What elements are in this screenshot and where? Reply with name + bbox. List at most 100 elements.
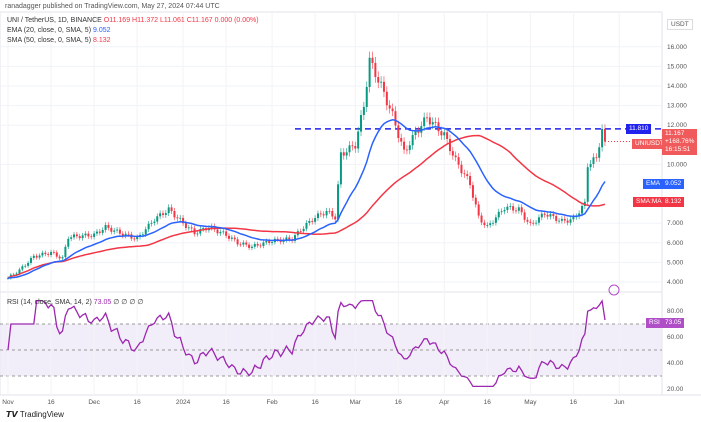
price-tick-label: 7.000	[667, 220, 684, 227]
candle-body	[403, 141, 406, 150]
rsi-tick-label: 40.00	[667, 360, 684, 367]
sma-legend[interactable]: SMA (50, close, 0, SMA, 5) 8.132	[7, 37, 111, 44]
price-tick-label: 15.000	[667, 63, 687, 70]
candle-body	[560, 218, 563, 221]
candle-body	[546, 214, 549, 217]
candle-body	[371, 57, 374, 63]
candle-body	[489, 223, 492, 226]
candle-body	[394, 111, 397, 126]
candle-body	[506, 206, 509, 210]
candle-body	[67, 238, 70, 247]
candle-body	[285, 237, 288, 241]
candle-body	[451, 151, 454, 156]
price-tick-label: 5.000	[667, 259, 684, 266]
candle-body	[236, 239, 239, 245]
candle-body	[348, 145, 351, 153]
lightning-icon	[608, 284, 620, 296]
candle-body	[32, 255, 35, 258]
ema-legend[interactable]: EMA (20, close, 0, SMA, 5) 9.052	[7, 27, 111, 34]
tradingview-logo[interactable]: 𝙏𝙑 TradingView	[6, 410, 64, 419]
rsi-label: RSI (14, close, SMA, 14, 2)	[7, 299, 92, 306]
candle-body	[405, 149, 408, 151]
currency-label[interactable]: USDT	[667, 19, 693, 30]
candle-body	[7, 278, 9, 279]
candle-body	[428, 117, 431, 125]
last-price: 11.167	[665, 130, 685, 137]
candle-body	[589, 163, 592, 168]
candle-body	[448, 139, 451, 152]
time-tick-label: May	[524, 399, 537, 406]
candle-body	[147, 223, 150, 230]
candle-body	[503, 209, 506, 212]
candle-body	[262, 242, 265, 247]
candle-body	[245, 242, 248, 245]
open-value: O11.169	[103, 17, 131, 24]
candle-body	[514, 210, 517, 212]
candle-body	[414, 131, 417, 136]
rsi-line	[7, 299, 606, 388]
candle-body	[170, 207, 173, 212]
candle-body	[477, 204, 480, 216]
candle-body	[328, 210, 331, 212]
candle-body	[116, 229, 119, 231]
time-tick-label: 16	[311, 399, 319, 406]
candle-body	[248, 244, 251, 248]
symbol-title[interactable]: UNI / TetherUS, 1D, BINANCE	[7, 17, 102, 24]
candle-body	[569, 219, 572, 223]
candle-body	[549, 214, 552, 217]
candle-body	[58, 256, 61, 259]
candle-body	[337, 184, 340, 220]
rsi-tag: RSI	[646, 318, 663, 328]
candle-body	[239, 244, 242, 246]
ema-tag: EMA	[643, 179, 664, 189]
candle-body	[167, 207, 170, 214]
candle-body	[314, 218, 317, 222]
candle-body	[161, 213, 164, 215]
candle-body	[342, 152, 345, 156]
candle-body	[460, 164, 463, 174]
candle-body	[417, 131, 420, 133]
candle-body	[242, 242, 245, 245]
candle-body	[38, 255, 41, 258]
candle-body	[18, 269, 21, 274]
price-tick-label: 14.000	[667, 83, 687, 90]
rsi-price-label: 73.05	[662, 318, 685, 328]
candle-body	[225, 231, 228, 236]
candle-body	[572, 216, 575, 220]
candle-body	[156, 216, 159, 222]
candle-body	[480, 215, 483, 223]
candle-body	[420, 126, 423, 133]
candle-body	[500, 211, 503, 213]
candle-body	[90, 236, 93, 238]
candle-body	[581, 205, 583, 214]
candle-body	[354, 146, 357, 149]
close-value: C11.167	[186, 17, 213, 24]
candle-body	[558, 220, 561, 222]
candle-body	[29, 257, 32, 263]
candle-body	[457, 157, 460, 165]
candle-body	[463, 173, 466, 175]
time-tick-label: Jun	[614, 399, 625, 406]
candle-body	[153, 221, 156, 223]
candle-body	[55, 252, 58, 257]
candle-body	[431, 122, 434, 125]
candle-body	[202, 228, 205, 230]
price-tick-label: 16.000	[667, 44, 687, 51]
candle-body	[408, 145, 411, 150]
time-tick-label: 16	[570, 399, 578, 406]
candle-body	[124, 233, 127, 236]
candle-body	[443, 132, 446, 136]
candle-body	[471, 185, 474, 198]
candle-body	[319, 213, 322, 215]
time-tick-label: Apr	[439, 399, 450, 406]
candle-body	[276, 238, 279, 240]
candle-body	[586, 167, 589, 202]
candle-body	[182, 217, 185, 224]
candle-body	[305, 222, 308, 229]
candle-body	[368, 57, 371, 88]
rsi-legend[interactable]: RSI (14, close, SMA, 14, 2) 73.05 ∅ ∅ ∅ …	[7, 298, 143, 306]
candle-body	[75, 234, 78, 237]
candle-body	[374, 62, 377, 78]
candle-body	[12, 274, 15, 276]
